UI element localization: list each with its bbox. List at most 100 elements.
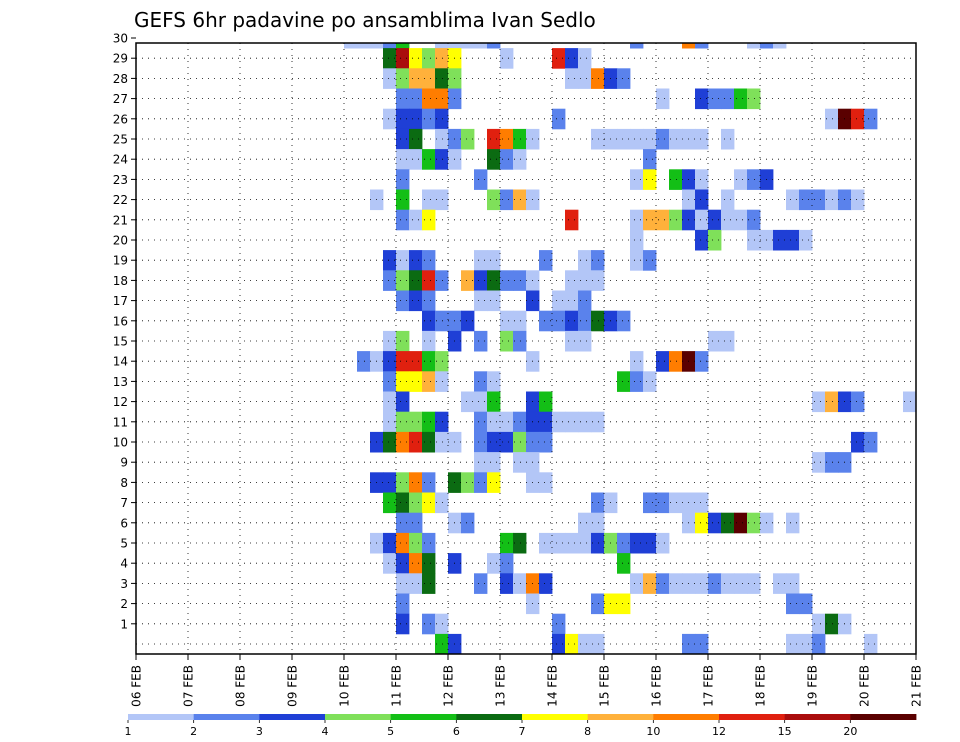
legend-swatch xyxy=(456,714,523,720)
heatmap-cell xyxy=(422,270,436,291)
heatmap-cell xyxy=(799,593,813,615)
heatmap-cell xyxy=(656,492,670,514)
legend-swatch xyxy=(522,714,589,720)
heatmap-cell xyxy=(812,613,826,635)
heatmap-cell xyxy=(409,68,423,89)
heatmap-cell xyxy=(435,351,449,372)
heatmap-cell xyxy=(565,270,579,291)
heatmap-cell xyxy=(695,573,709,594)
x-tick-label: 10 FEB xyxy=(338,665,352,707)
heatmap-cell xyxy=(591,310,605,332)
heatmap-cell xyxy=(435,149,449,170)
heatmap-cell xyxy=(565,411,579,433)
y-tick-label: 24 xyxy=(113,153,128,167)
heatmap-cell xyxy=(422,492,436,514)
heatmap-cell xyxy=(578,532,592,554)
x-tick-label: 11 FEB xyxy=(390,665,404,707)
heatmap-cell xyxy=(617,128,631,150)
heatmap-cell xyxy=(552,108,566,130)
heatmap-cell xyxy=(734,512,748,534)
heatmap-cell xyxy=(435,128,449,150)
heatmap-cell xyxy=(383,48,397,69)
heatmap-cell xyxy=(799,189,813,211)
heatmap-cell xyxy=(396,68,410,89)
x-tick-label: 16 FEB xyxy=(650,665,664,707)
heatmap-cell xyxy=(539,391,553,413)
x-tick-label: 12 FEB xyxy=(442,665,456,707)
heatmap-cell xyxy=(396,532,410,554)
legend-label: 4 xyxy=(322,725,329,738)
legend-swatch xyxy=(325,714,392,720)
y-tick-label: 29 xyxy=(113,52,128,66)
heatmap-cell xyxy=(383,330,397,352)
heatmap-cell xyxy=(630,250,644,271)
heatmap-cell xyxy=(773,43,787,49)
y-tick-label: 3 xyxy=(120,577,128,591)
legend-label: 12 xyxy=(712,725,726,738)
heatmap-cell xyxy=(461,512,475,534)
heatmap-cell xyxy=(500,128,514,150)
heatmap-cell xyxy=(396,270,410,291)
heatmap-cell xyxy=(422,553,436,574)
heatmap-cell xyxy=(721,128,735,150)
heatmap-cell xyxy=(370,43,384,49)
heatmap-cell xyxy=(578,68,592,89)
heatmap-cell xyxy=(552,613,566,635)
heatmap-cell xyxy=(500,189,514,211)
x-tick-label: 17 FEB xyxy=(702,665,716,707)
legend-label: 20 xyxy=(843,725,857,738)
heatmap-cell xyxy=(357,43,371,49)
heatmap-cell xyxy=(500,270,514,291)
heatmap-cell xyxy=(864,108,878,130)
heatmap-cell xyxy=(721,209,735,231)
heatmap-cell xyxy=(396,128,410,150)
heatmap-cell xyxy=(812,452,826,473)
heatmap-cell xyxy=(539,431,553,453)
y-tick-label: 4 xyxy=(120,557,128,571)
heatmap-cell xyxy=(708,229,722,251)
legend-swatch xyxy=(784,714,851,720)
heatmap-cell xyxy=(500,149,514,170)
heatmap-cell xyxy=(396,351,410,372)
legend-label: 3 xyxy=(256,725,263,738)
heatmap-cell xyxy=(396,290,410,312)
heatmap-cell xyxy=(500,48,514,69)
legend-label: 2 xyxy=(190,725,197,738)
heatmap-cell xyxy=(786,573,800,594)
heatmap-cell xyxy=(643,169,657,190)
heatmap-cell xyxy=(513,189,527,211)
heatmap-cell xyxy=(825,391,839,413)
heatmap-cell xyxy=(383,371,397,392)
heatmap-cell xyxy=(487,553,501,574)
heatmap-cell xyxy=(617,371,631,392)
heatmap-cell xyxy=(396,189,410,211)
heatmap-cell xyxy=(435,633,449,655)
y-tick-label: 18 xyxy=(113,274,128,288)
heatmap-cell xyxy=(435,270,449,291)
heatmap-cell xyxy=(708,88,722,110)
heatmap-cell xyxy=(396,330,410,352)
heatmap-cell xyxy=(565,209,579,231)
heatmap-cell xyxy=(487,411,501,433)
heatmap-cell xyxy=(539,532,553,554)
heatmap-cell xyxy=(643,250,657,271)
heatmap-cell xyxy=(396,573,410,594)
plot-gridlines xyxy=(136,43,916,654)
heatmap-cell xyxy=(591,128,605,150)
heatmap-cell xyxy=(695,492,709,514)
heatmap-cell xyxy=(422,250,436,271)
color-legend: 1 2 3 4 5 6 7 8 10 12 15 20 xyxy=(125,714,917,738)
heatmap-cell xyxy=(396,613,410,635)
legend-swatch xyxy=(128,714,195,720)
y-tick-label: 23 xyxy=(113,173,128,187)
heatmap-cell xyxy=(409,128,423,150)
heatmap-cell xyxy=(786,229,800,251)
heatmap-cell xyxy=(591,250,605,271)
heatmap-cell xyxy=(695,209,709,231)
heatmap-cell xyxy=(396,108,410,130)
heatmap-cell xyxy=(474,270,488,291)
heatmap-cell xyxy=(409,290,423,312)
heatmap-cell xyxy=(487,189,501,211)
x-tick-label: 13 FEB xyxy=(494,665,508,707)
heatmap-cell xyxy=(487,43,501,49)
